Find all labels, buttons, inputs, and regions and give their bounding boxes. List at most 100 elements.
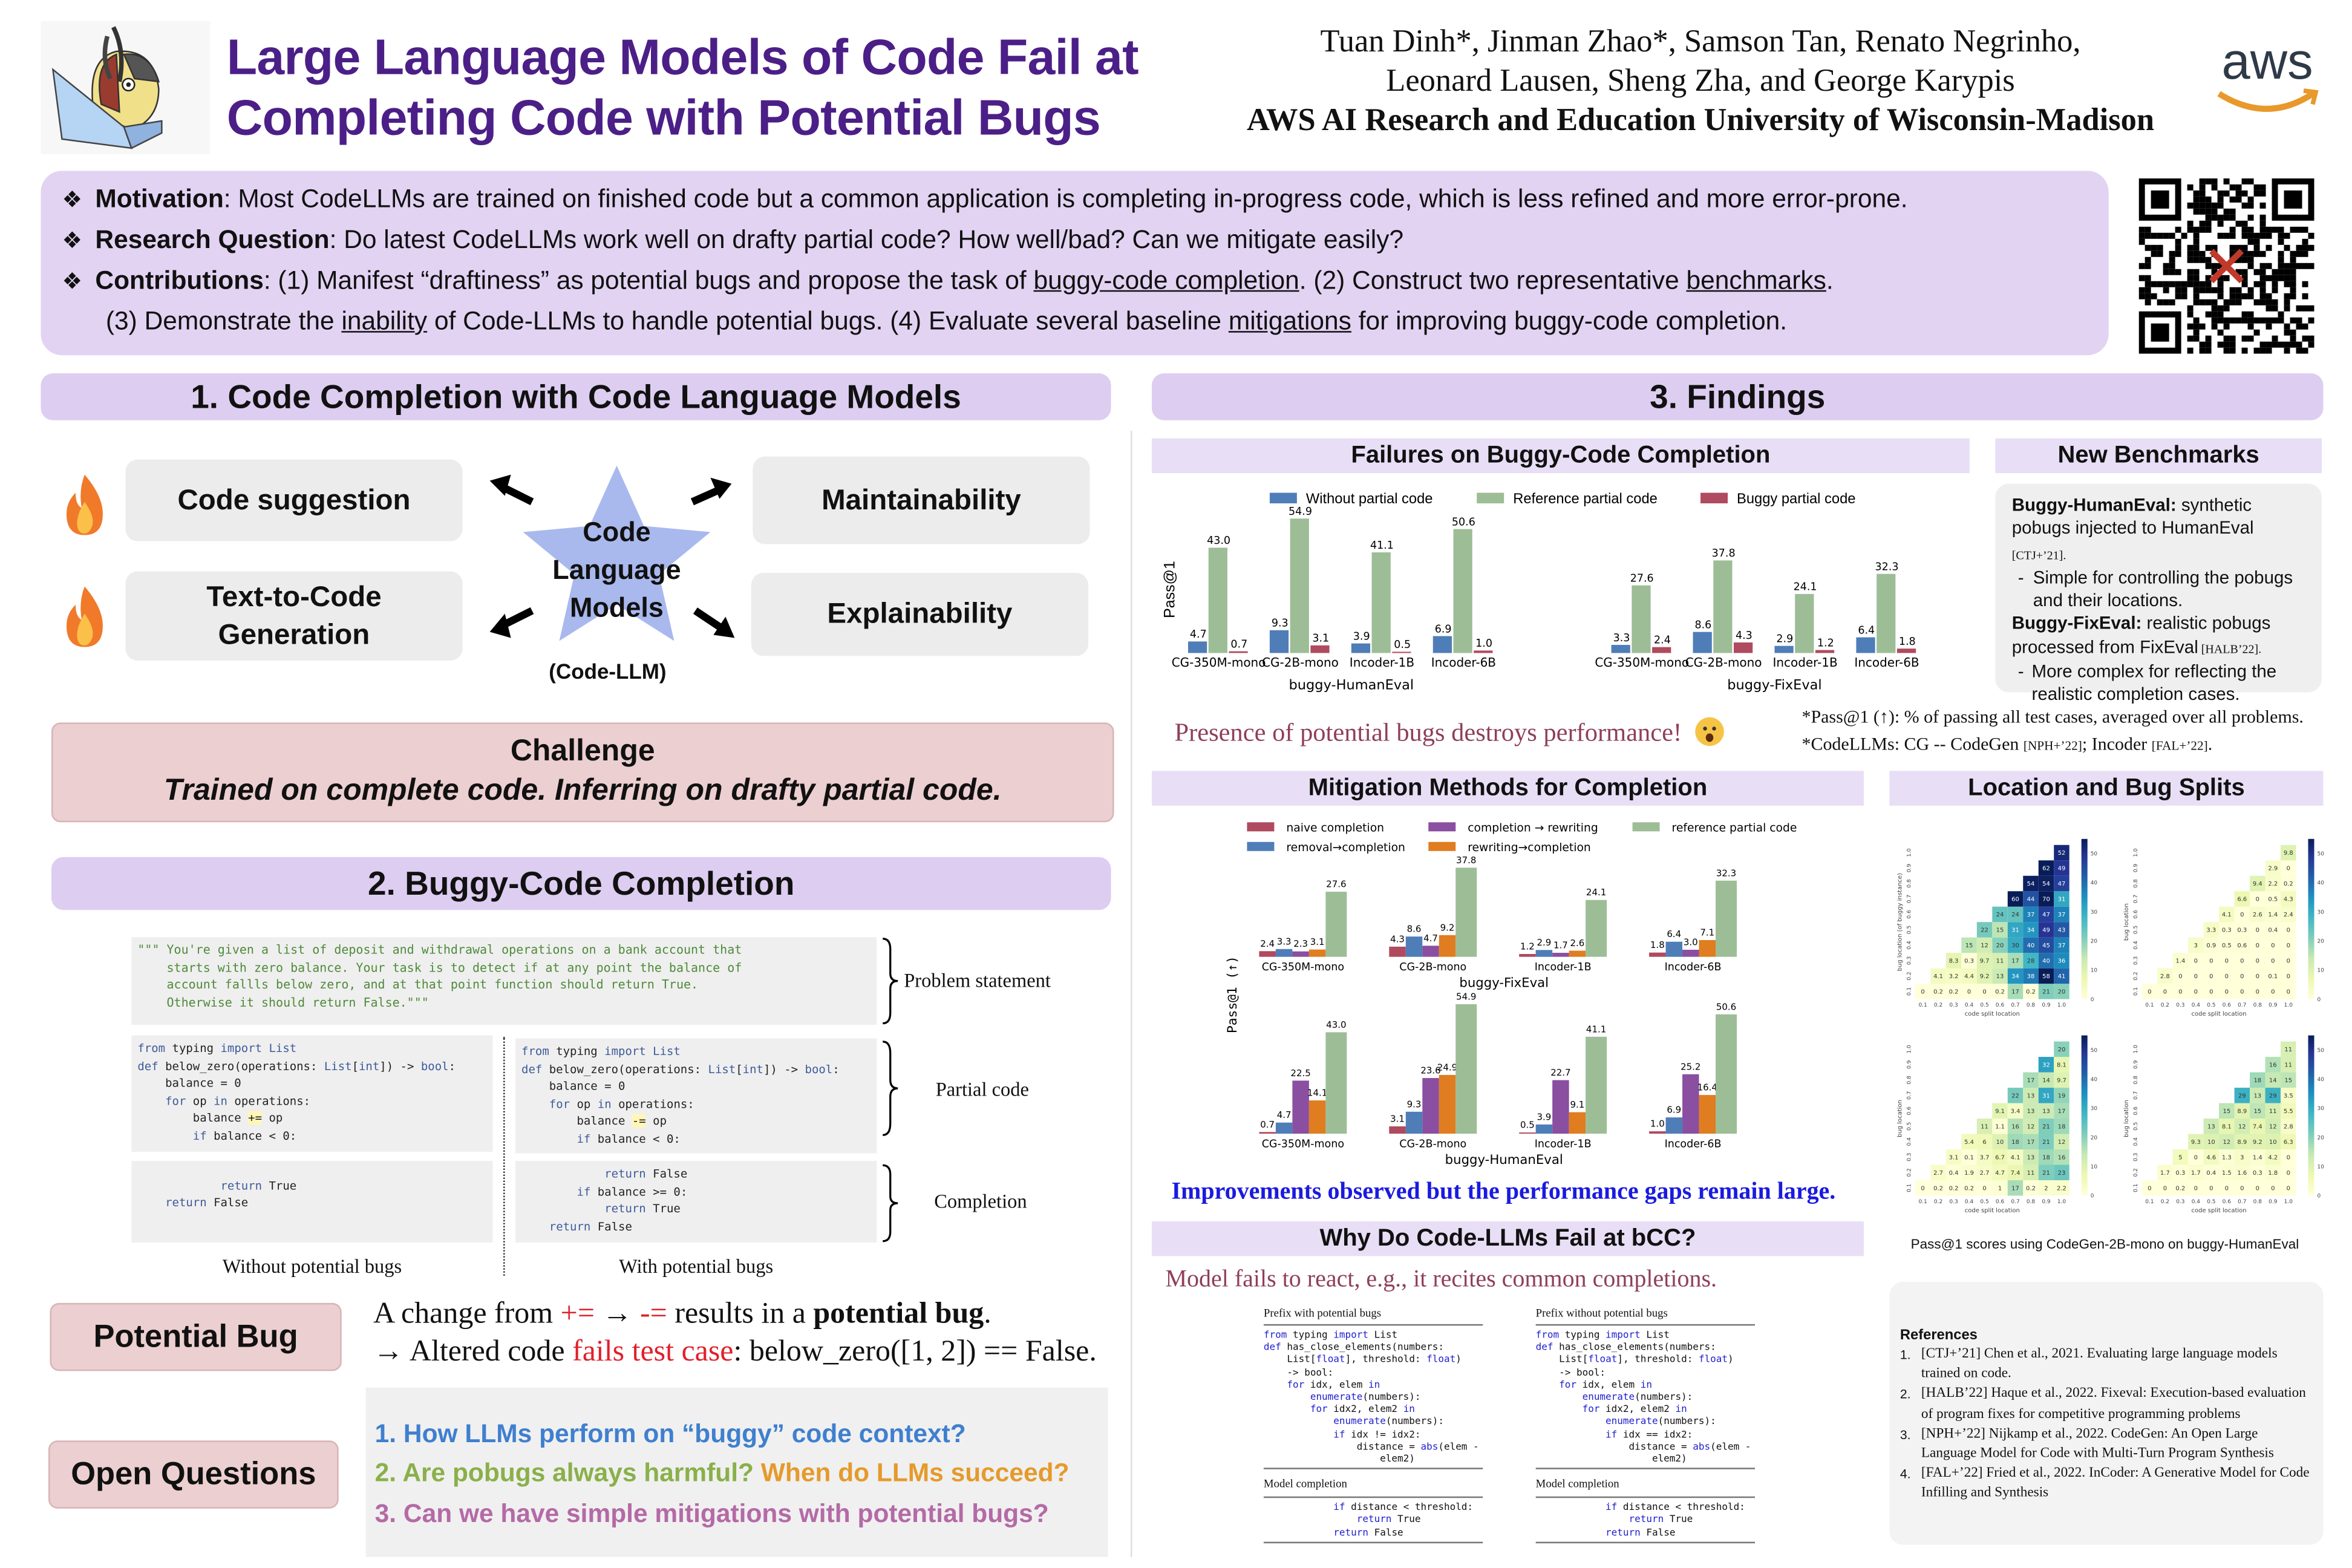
cell-value: 40	[2042, 958, 2050, 965]
column-divider	[503, 1037, 505, 1276]
cell-value: 1	[1998, 1185, 2002, 1192]
cell-value: 54	[2042, 881, 2050, 887]
colorbar-tick: 20	[2318, 1135, 2325, 1141]
cell-value: 4.6	[2206, 1155, 2216, 1161]
benchmarks-link[interactable]: benchmarks	[1686, 266, 1826, 295]
buggy-code-completion-link[interactable]: buggy-code completion	[1033, 266, 1299, 295]
bar	[1552, 953, 1569, 957]
presence-finding: Presence of potential bugs destroys perf…	[1174, 716, 1724, 748]
qr-module	[2265, 263, 2272, 269]
heatmap-cell	[2038, 1088, 2054, 1103]
qr-module	[2308, 244, 2314, 251]
cell-value: 24	[1996, 912, 2004, 918]
qr-module	[2253, 184, 2260, 191]
reference-number: 1.	[1900, 1347, 1911, 1362]
cell-value: 1.9	[1964, 1170, 1974, 1177]
bar	[1552, 1080, 1569, 1134]
question-2-part-1: 2. Are pobugs always harmful?	[374, 1459, 754, 1488]
cell-value: 0	[2194, 958, 2198, 965]
x-tick-label: CG-2B-mono	[1399, 961, 1466, 973]
heatmap-cell	[2250, 1088, 2265, 1103]
cell-value: 3	[2240, 1155, 2244, 1161]
code-line: for idx2, elem2 in	[1310, 1403, 1415, 1416]
qr-module	[2223, 208, 2230, 215]
qr-module	[2284, 305, 2290, 312]
y-tick-label: 0.2	[1906, 1168, 1912, 1177]
code-line: enumerate(numbers):	[1606, 1415, 1716, 1428]
qr-module	[2193, 275, 2200, 281]
qr-module	[2145, 256, 2151, 263]
cell-value: 41	[2058, 973, 2066, 980]
x-tick-label: CG-2B-mono	[1262, 655, 1339, 670]
qr-module	[2284, 323, 2290, 330]
heatmap-cell	[1992, 968, 2008, 984]
open-questions-panel: 1. How LLMs perform on “buggy” code cont…	[365, 1387, 1108, 1557]
cell-value: 34	[2011, 973, 2019, 980]
qr-module	[2199, 250, 2206, 257]
bench-bullet: - Simple for controlling the pobugs and t…	[2012, 567, 2310, 613]
y-tick-label: 0.7	[2133, 895, 2139, 903]
cell-value: 0.3	[1964, 958, 1974, 965]
cell-value: 0	[2271, 1185, 2275, 1192]
y-tick-label: 0.8	[2133, 879, 2139, 888]
bench-text: realistic pobugs processed from FixEval	[2011, 613, 2271, 658]
cell-value: 12	[2223, 1139, 2230, 1146]
heatmap-cell	[2038, 922, 2054, 938]
qr-module	[2259, 263, 2266, 269]
cell-value: 18	[2253, 1077, 2261, 1084]
qr-module	[2157, 244, 2163, 251]
cell-value: 31	[2042, 1093, 2050, 1100]
bar	[1269, 630, 1289, 653]
cell-value: 0	[2287, 1185, 2290, 1192]
code-line: List[float], threshold: float)	[1263, 1353, 1462, 1366]
cell-value: 3	[2194, 942, 2198, 949]
inability-link[interactable]: inability	[341, 307, 428, 336]
qr-code[interactable]	[2138, 178, 2314, 354]
heatmap-cell	[2281, 1119, 2296, 1134]
heatmap-cell	[2188, 1180, 2204, 1196]
cell-value: 15	[1996, 927, 2004, 934]
qr-module	[2157, 232, 2163, 239]
colorbar-tick: 10	[2318, 968, 2325, 974]
heatmap-cell	[2188, 1149, 2204, 1165]
cell-value: 28	[2027, 958, 2035, 965]
qr-finder	[2272, 178, 2314, 221]
mitigations-link[interactable]: mitigations	[1228, 307, 1351, 336]
heatmap-cell	[2281, 1041, 2296, 1057]
cell-value: 21	[2042, 1139, 2050, 1146]
cell-value: 16	[2269, 1062, 2277, 1069]
qr-module	[2187, 202, 2194, 209]
cell-value: 6	[1982, 1139, 1986, 1146]
text: ; Incoder	[2082, 733, 2152, 754]
heatmap-cell	[2188, 968, 2204, 984]
heatmap-cell	[2038, 1057, 2054, 1073]
x-tick-label: 0.1	[2145, 1199, 2154, 1205]
cell-value: 8.1	[2222, 1124, 2232, 1131]
bench-sub: Simple for controlling the pobugs and th…	[2033, 566, 2293, 611]
data-label: 6.9	[1435, 623, 1452, 635]
cell-value: 45	[2042, 942, 2050, 949]
y-tick-label: 0.7	[2133, 1091, 2139, 1100]
cell-value: 11	[2269, 1108, 2277, 1115]
qr-module	[2235, 190, 2242, 197]
heatmap-cell	[2234, 1149, 2250, 1165]
code-line: return False	[549, 1219, 632, 1233]
y-tick-label: 0.2	[1906, 972, 1912, 980]
heatmap-cell	[1992, 937, 2008, 953]
qr-module	[2241, 244, 2248, 251]
cell-value: 0.4	[1949, 1170, 1959, 1177]
qr-module	[2163, 299, 2169, 305]
docstring-line: """ You're given a list of deposit and w…	[137, 943, 742, 957]
code-line: from typing import List	[521, 1044, 681, 1059]
qr-module	[2278, 275, 2284, 281]
qr-module	[2199, 196, 2206, 203]
qr-module	[2302, 244, 2308, 251]
qr-module	[2229, 244, 2236, 251]
heatmap-cell	[2234, 906, 2250, 923]
cell-value: 18	[2011, 1139, 2019, 1146]
challenge-title: Challenge	[510, 734, 655, 768]
heatmap-cell	[2141, 1180, 2158, 1196]
data-label: 50.6	[1716, 1001, 1736, 1012]
bar	[1569, 1112, 1586, 1134]
title-line-1: Large Language Models of Code Fail at	[226, 28, 1139, 85]
